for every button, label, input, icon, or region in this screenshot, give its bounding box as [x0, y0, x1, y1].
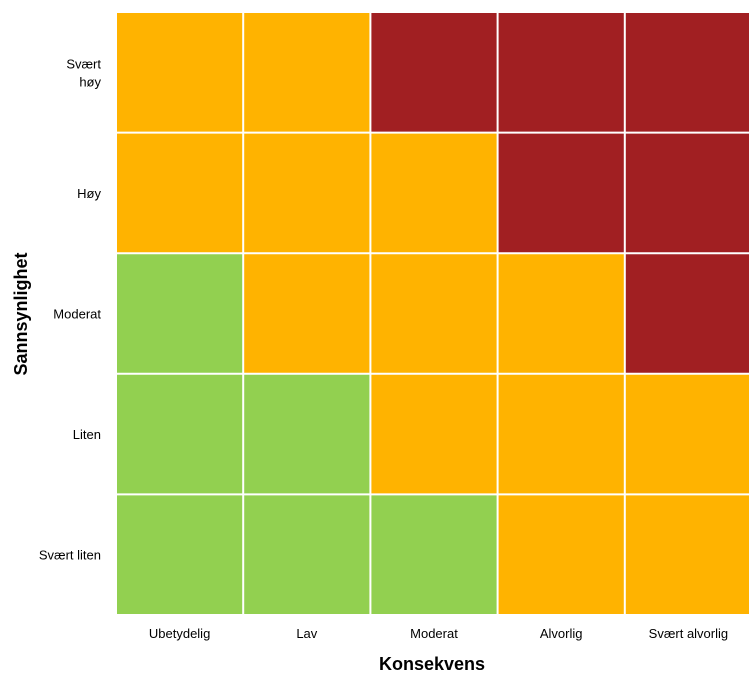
risk-cell-r4-c1 — [116, 373, 244, 495]
risk-cell-r5-c5 — [624, 494, 749, 615]
x-tick-label: Svært alvorlig — [649, 626, 728, 641]
risk-cell-r2-c3 — [370, 132, 498, 254]
y-tick-labels: Svært høy Høy Moderat Liten Svært liten — [39, 56, 102, 562]
risk-cell-r5-c4 — [497, 494, 625, 615]
risk-cell-r2-c1 — [116, 132, 244, 254]
risk-cell-r1-c1 — [116, 12, 244, 133]
risk-cell-r3-c5 — [624, 253, 749, 374]
y-tick-label: Svært høy — [66, 56, 101, 89]
x-tick-label: Alvorlig — [540, 626, 583, 641]
risk-cell-r5-c1 — [116, 494, 244, 615]
risk-cell-r4-c2 — [243, 373, 371, 495]
risk-cell-r1-c4 — [497, 12, 625, 133]
risk-cell-r2-c4 — [497, 132, 625, 254]
risk-cell-r3-c3 — [370, 253, 498, 374]
x-tick-label: Lav — [296, 626, 317, 641]
risk-cell-r1-c5 — [624, 12, 749, 133]
y-tick-label: Svært liten — [39, 548, 101, 563]
risk-matrix-cells — [116, 12, 749, 615]
risk-cell-r1-c3 — [370, 12, 498, 133]
y-axis-title: Sannsynlighet — [11, 252, 31, 375]
risk-cell-r5-c2 — [243, 494, 371, 615]
risk-cell-r3-c2 — [243, 253, 371, 374]
y-tick-label: Liten — [73, 427, 101, 442]
x-axis-title: Konsekvens — [379, 654, 485, 674]
risk-cell-r4-c5 — [624, 373, 749, 495]
x-tick-labels: Ubetydelig Lav Moderat Alvorlig Svært alvorl… — [149, 626, 728, 641]
risk-matrix-gridlines — [115, 11, 749, 616]
x-tick-label: Moderat — [410, 626, 458, 641]
risk-cell-r4-c4 — [497, 373, 625, 495]
x-tick-label: Ubetydelig — [149, 626, 210, 641]
y-tick-label: Høy — [77, 186, 101, 201]
risk-cell-r5-c3 — [370, 494, 498, 615]
risk-cell-r4-c3 — [370, 373, 498, 495]
risk-cell-r3-c4 — [497, 253, 625, 374]
risk-cell-r1-c2 — [243, 12, 371, 133]
risk-cell-r2-c2 — [243, 132, 371, 254]
risk-cell-r3-c1 — [116, 253, 244, 374]
y-tick-label: Moderat — [53, 307, 101, 322]
risk-cell-r2-c5 — [624, 132, 749, 254]
